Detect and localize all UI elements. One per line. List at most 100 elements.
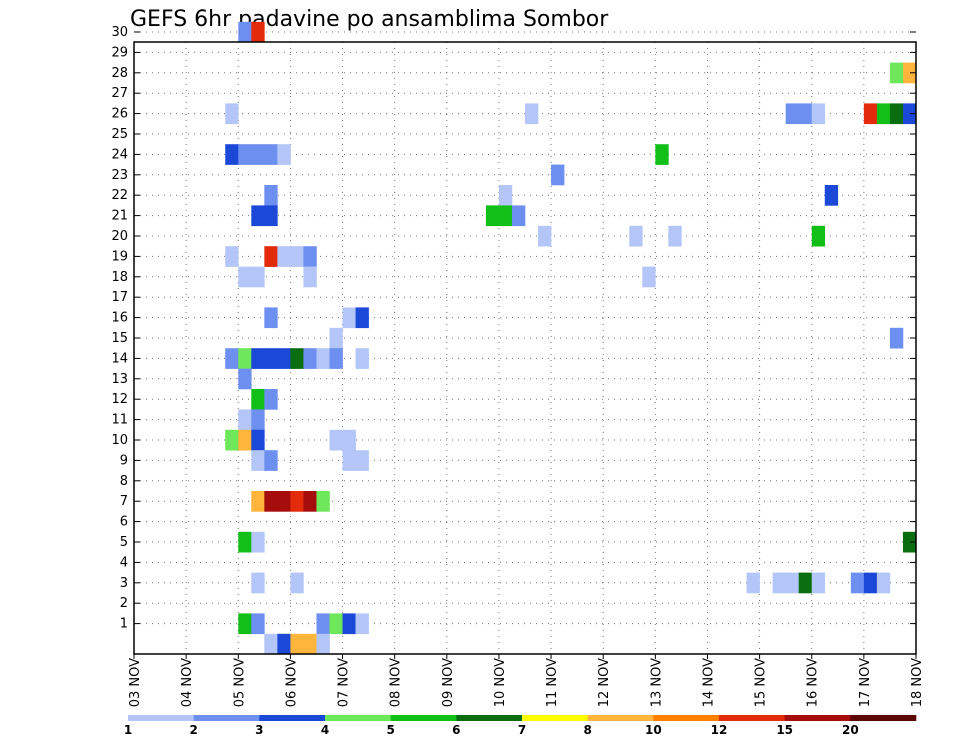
y-tick-label: 30 <box>111 25 128 40</box>
y-tick-label: 18 <box>111 270 128 285</box>
heatmap-cell <box>902 62 917 84</box>
colorbar-segment <box>784 715 851 721</box>
y-tick-label: 10 <box>111 433 128 448</box>
y-tick-label: 28 <box>111 66 128 81</box>
heatmap-cell <box>355 450 369 471</box>
x-tick-label: 12 NOV <box>597 658 612 707</box>
y-tick-label: 7 <box>120 494 128 509</box>
y-tick-label: 4 <box>120 555 128 570</box>
heatmap-cell <box>251 266 265 288</box>
heatmap-cell <box>264 389 278 410</box>
heatmap-cell <box>303 633 317 655</box>
heatmap-cell <box>342 429 356 451</box>
y-tick-label: 8 <box>120 474 128 489</box>
heatmap-cell <box>264 491 278 512</box>
y-tick-label: 16 <box>111 311 128 326</box>
heatmap-cell <box>277 144 291 165</box>
heatmap-cell <box>251 429 265 451</box>
x-tick-label: 17 NOV <box>858 658 873 707</box>
colorbar-tick-label: 4 <box>321 723 329 737</box>
y-tick-label: 11 <box>111 413 128 428</box>
heatmap-cell <box>811 572 826 594</box>
heatmap-cell <box>238 409 252 431</box>
x-tick-label: 14 NOV <box>701 658 716 707</box>
heatmap-cell <box>264 246 278 267</box>
heatmap-cell <box>785 103 799 125</box>
heatmap-cell <box>316 633 330 655</box>
heatmap-cell <box>668 225 682 247</box>
y-tick-label: 17 <box>111 290 128 305</box>
heatmap-cell <box>863 572 878 594</box>
colorbar-segment <box>719 715 785 721</box>
heatmap-cell <box>251 409 265 431</box>
heatmap-cell <box>511 205 526 227</box>
heatmap-cell <box>629 225 643 247</box>
colorbar-tick-label: 8 <box>583 723 591 737</box>
heatmap-cell <box>785 572 799 594</box>
colorbar-tick-label: 7 <box>518 723 526 737</box>
heatmap-cell <box>290 246 304 267</box>
colorbar-segment <box>587 715 654 721</box>
heatmap-cell <box>290 633 304 655</box>
heatmap-cell <box>342 450 356 471</box>
heatmap-cell <box>316 491 330 512</box>
y-tick-label: 3 <box>120 576 128 591</box>
y-tick-label: 2 <box>120 596 128 611</box>
heatmap-cell <box>251 531 265 553</box>
colorbar-segment <box>653 715 720 721</box>
heatmap-cell <box>225 246 239 267</box>
heatmap-cell <box>251 491 265 512</box>
y-tick-label: 1 <box>120 617 128 632</box>
heatmap-cell <box>277 491 291 512</box>
colorbar-tick-label: 2 <box>189 723 197 737</box>
colorbar-tick-label: 20 <box>842 723 859 737</box>
heatmap-cell <box>889 62 904 84</box>
heatmap-cell <box>551 164 565 186</box>
y-tick-label: 14 <box>111 351 128 366</box>
colorbar-tick-label: 12 <box>711 723 728 737</box>
colorbar-tick-label: 10 <box>645 723 662 737</box>
x-tick-label: 07 NOV <box>337 658 352 707</box>
x-axis: 03 NOV 04 NOV 05 NOV 06 NOV 07 NOV 08 NOV 09 N… <box>128 654 925 707</box>
heatmap-cell <box>225 348 239 369</box>
y-tick-label: 23 <box>111 168 128 183</box>
heatmap-cell <box>251 613 265 635</box>
heatmap-cell <box>225 103 239 125</box>
heatmap-cell <box>798 103 813 125</box>
cell-layer <box>225 21 917 655</box>
colorbar-segment <box>193 715 260 721</box>
heatmap-cell <box>811 103 826 125</box>
heatmap-cell <box>329 327 343 349</box>
heatmap-cell <box>525 103 539 125</box>
heatmap-cell <box>876 103 891 125</box>
heatmap-cell <box>355 307 369 329</box>
heatmap-cell <box>238 613 252 635</box>
heatmap-cell <box>329 429 343 451</box>
x-tick-label: 09 NOV <box>441 658 456 707</box>
heatmap-cell <box>498 185 513 206</box>
x-tick-label: 15 NOV <box>754 658 769 707</box>
heatmap-cell <box>238 21 252 43</box>
heatmap-cell <box>485 205 500 227</box>
heatmap-cell <box>850 572 865 594</box>
heatmap-cell <box>225 144 239 165</box>
y-tick-label: 19 <box>111 249 128 264</box>
y-tick-label: 21 <box>111 209 128 224</box>
x-tick-label: 13 NOV <box>649 658 664 707</box>
heatmap-cell <box>251 205 265 227</box>
heatmap-cell <box>355 348 369 369</box>
y-tick-label: 26 <box>111 107 128 122</box>
heatmap-cell <box>290 491 304 512</box>
y-tick-label: 6 <box>120 515 128 530</box>
heatmap-cell <box>772 572 786 594</box>
x-tick-label: 05 NOV <box>232 658 247 707</box>
colorbar-tick-label: 15 <box>776 723 793 737</box>
heatmap-cell <box>251 144 265 165</box>
y-axis: 1234567891011121314151617181920212223242… <box>111 25 916 632</box>
heatmap-cell <box>538 225 552 247</box>
heatmap-cell <box>238 348 252 369</box>
y-tick-label: 9 <box>120 453 128 468</box>
grid-layer <box>133 31 917 654</box>
heatmap-cell <box>264 450 278 471</box>
